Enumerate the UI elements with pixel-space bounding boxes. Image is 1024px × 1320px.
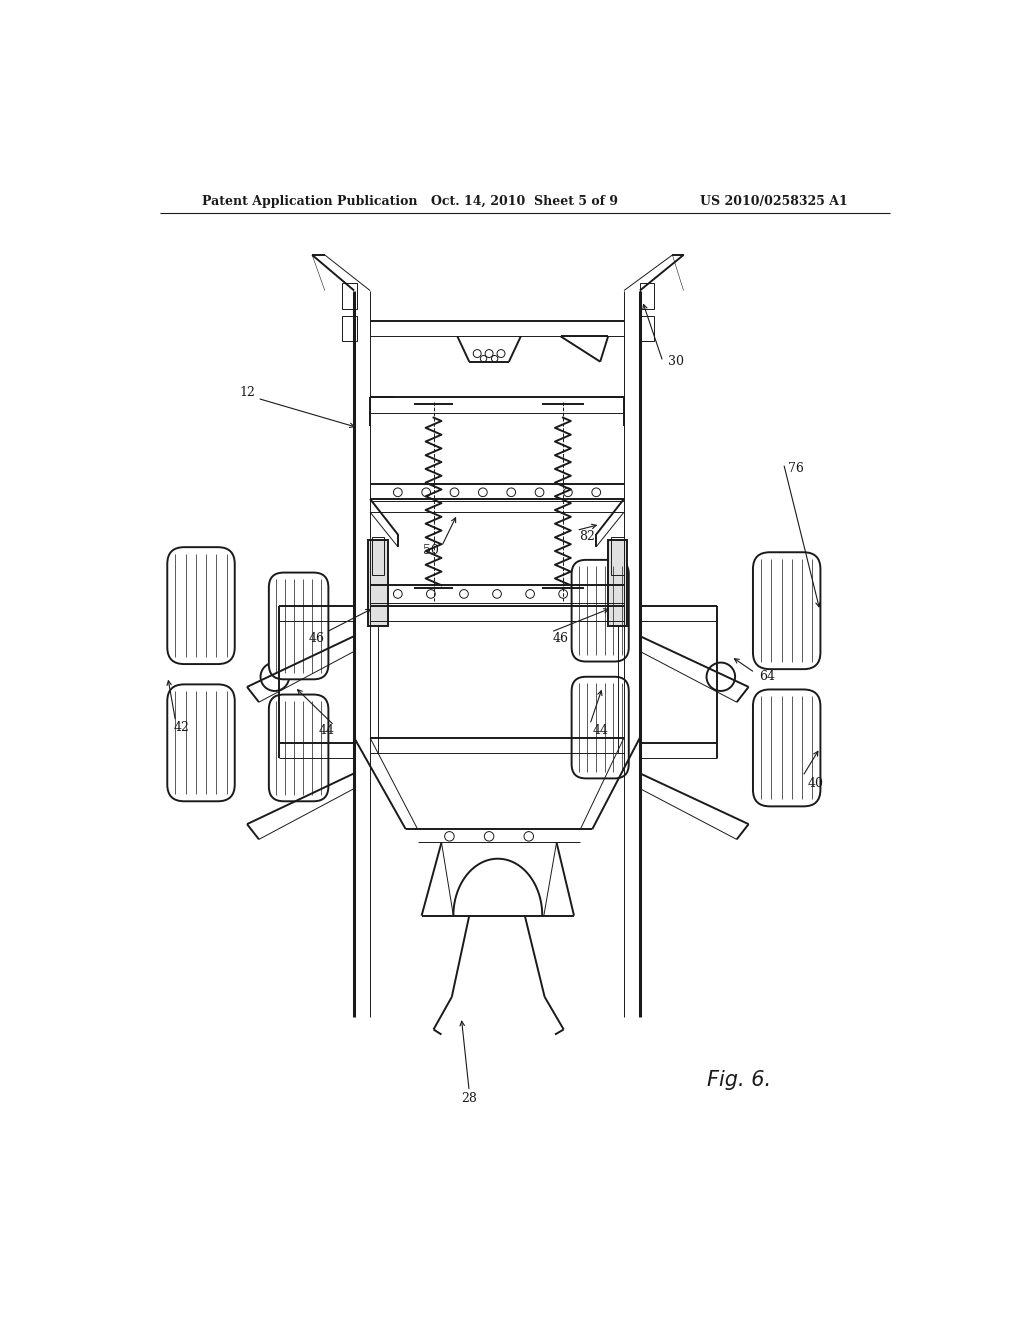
Bar xyxy=(640,315,654,342)
Bar xyxy=(369,540,387,626)
FancyBboxPatch shape xyxy=(167,548,234,664)
Bar xyxy=(342,284,356,309)
FancyBboxPatch shape xyxy=(269,573,329,680)
Text: 82: 82 xyxy=(579,531,595,543)
FancyBboxPatch shape xyxy=(269,694,329,801)
FancyBboxPatch shape xyxy=(167,684,234,801)
Text: 76: 76 xyxy=(788,462,804,475)
Text: 42: 42 xyxy=(174,721,189,734)
Text: Fig. 6.: Fig. 6. xyxy=(708,1071,771,1090)
Text: 46: 46 xyxy=(309,632,325,644)
Text: 28: 28 xyxy=(461,1092,477,1105)
Bar xyxy=(611,536,624,576)
Bar xyxy=(342,315,356,342)
Bar xyxy=(372,536,384,576)
Text: US 2010/0258325 A1: US 2010/0258325 A1 xyxy=(700,194,848,207)
Text: Oct. 14, 2010  Sheet 5 of 9: Oct. 14, 2010 Sheet 5 of 9 xyxy=(431,194,618,207)
Text: 46: 46 xyxy=(553,632,568,644)
FancyBboxPatch shape xyxy=(571,560,629,661)
Text: 44: 44 xyxy=(318,725,334,737)
FancyBboxPatch shape xyxy=(571,677,629,779)
Text: 50: 50 xyxy=(423,544,439,557)
Text: 30: 30 xyxy=(668,355,684,368)
Text: Patent Application Publication: Patent Application Publication xyxy=(202,194,418,207)
FancyBboxPatch shape xyxy=(753,552,820,669)
Text: 12: 12 xyxy=(239,385,255,399)
Text: 40: 40 xyxy=(807,777,823,789)
Text: 64: 64 xyxy=(759,671,775,684)
Bar xyxy=(640,284,654,309)
Bar xyxy=(608,540,627,626)
Text: 44: 44 xyxy=(592,725,608,737)
FancyBboxPatch shape xyxy=(753,689,820,807)
